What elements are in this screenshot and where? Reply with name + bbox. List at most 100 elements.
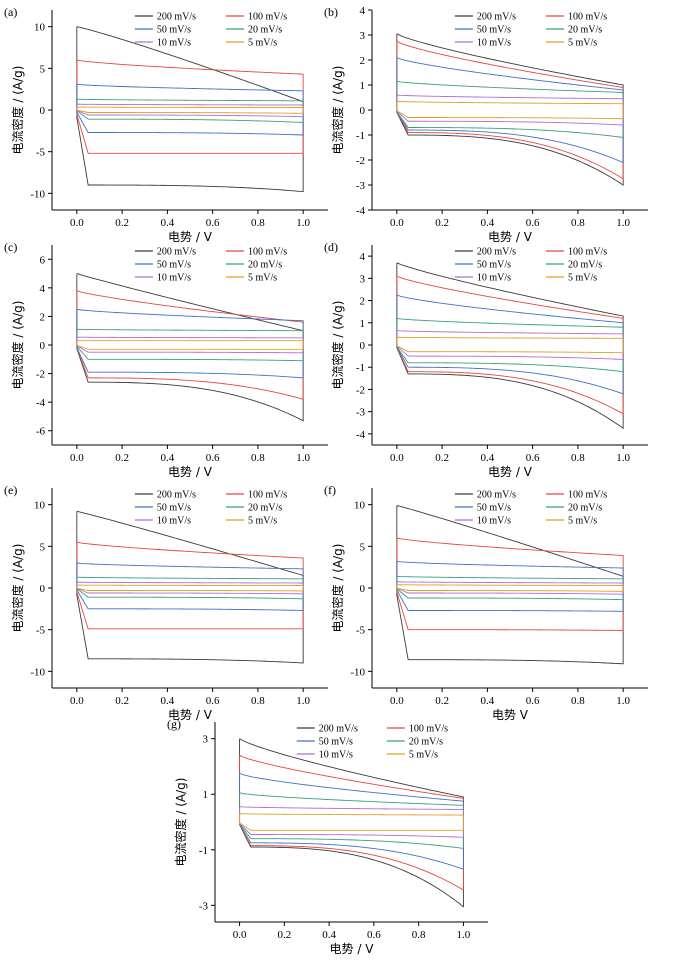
x-tick-label: 0.4 bbox=[160, 452, 174, 464]
y-tick-label: 6 bbox=[40, 254, 46, 266]
legend-label: 10 mV/s bbox=[319, 750, 353, 761]
y-tick-label: 4 bbox=[40, 283, 46, 295]
y-axis-title: 电流密度 / (A/g) bbox=[173, 778, 188, 867]
panel-label: (b) bbox=[324, 5, 338, 19]
legend-label: 50 mV/s bbox=[477, 503, 511, 514]
cv-curve-20-mV-s bbox=[396, 317, 624, 373]
y-axis-title: 电流密度 / (A/g) bbox=[330, 544, 345, 633]
legend-label: 200 mV/s bbox=[157, 247, 196, 258]
cv-curve-20-mV-s bbox=[239, 792, 464, 849]
x-tick-label: 0.4 bbox=[480, 695, 494, 707]
legend-label: 200 mV/s bbox=[319, 724, 358, 735]
x-tick-label: 0.8 bbox=[571, 217, 585, 229]
panel-label: (e) bbox=[4, 483, 17, 497]
cv-curve-5-mV-s bbox=[396, 336, 624, 354]
y-tick-label: 5 bbox=[40, 63, 46, 75]
legend-label: 100 mV/s bbox=[409, 724, 448, 735]
x-tick-label: 0.2 bbox=[435, 452, 449, 464]
y-tick-label: 1 bbox=[360, 80, 366, 92]
x-tick-label: 0.4 bbox=[160, 695, 174, 707]
cv-curve-50-mV-s bbox=[396, 57, 624, 164]
cv-curve-100-mV-s bbox=[396, 40, 624, 180]
legend-label: 20 mV/s bbox=[248, 260, 282, 271]
panel-a: (a) 0.0 0.2 0.4 0.6 0.8 1.0 10 5 0 -5 -10 电势 / V 电流密度… bbox=[4, 5, 328, 244]
cv-curve-200-mV-s bbox=[76, 273, 304, 422]
y-tick-label: -10 bbox=[30, 666, 45, 678]
y-tick-label: -10 bbox=[350, 666, 365, 678]
cv-curve-10-mV-s bbox=[76, 336, 304, 354]
legend-label: 5 mV/s bbox=[248, 516, 277, 527]
x-axis-title: 电势 / V bbox=[488, 465, 533, 479]
y-axis-title: 电流密度 / (A/g) bbox=[10, 66, 25, 155]
y-tick-label: -3 bbox=[356, 180, 366, 192]
legend-label: 10 mV/s bbox=[157, 273, 191, 284]
cv-curve-50-mV-s bbox=[396, 560, 624, 612]
cv-curve-5-mV-s bbox=[396, 584, 624, 592]
y-tick-label: 1 bbox=[203, 789, 209, 801]
x-tick-label: 0.8 bbox=[412, 929, 426, 941]
x-tick-label: 0.8 bbox=[251, 217, 265, 229]
y-tick-label: 0 bbox=[40, 583, 46, 595]
x-tick-label: 1.0 bbox=[616, 217, 630, 229]
y-tick-label: 2 bbox=[360, 296, 366, 308]
legend-label: 200 mV/s bbox=[477, 247, 516, 258]
y-tick-label: 3 bbox=[360, 30, 366, 42]
x-tick-label: 0.2 bbox=[115, 695, 129, 707]
cv-curve-20-mV-s bbox=[396, 80, 624, 139]
cv-curve-50-mV-s bbox=[239, 772, 464, 870]
y-tick-label: -4 bbox=[36, 397, 46, 409]
cv-curve-100-mV-s bbox=[76, 541, 304, 630]
cv-curve-10-mV-s bbox=[76, 103, 304, 118]
cv-curve-5-mV-s bbox=[76, 584, 304, 592]
x-tick-label: 1.0 bbox=[296, 695, 310, 707]
cv-curve-10-mV-s bbox=[396, 581, 624, 595]
legend-label: 5 mV/s bbox=[248, 273, 277, 284]
x-tick-label: 0.2 bbox=[115, 452, 129, 464]
cv-curve-200-mV-s bbox=[396, 262, 624, 430]
legend-label: 200 mV/s bbox=[477, 12, 516, 23]
y-tick-label: 4 bbox=[360, 251, 366, 263]
y-tick-label: 10 bbox=[354, 500, 366, 512]
legend-label: 50 mV/s bbox=[157, 260, 191, 271]
x-tick-label: 0.6 bbox=[526, 452, 540, 464]
y-tick-label: 5 bbox=[40, 541, 46, 553]
legend-label: 50 mV/s bbox=[477, 260, 511, 271]
legend-label: 50 mV/s bbox=[157, 503, 191, 514]
legend-label: 10 mV/s bbox=[477, 516, 511, 527]
cv-curve-5-mV-s bbox=[239, 813, 464, 831]
y-tick-label: 2 bbox=[40, 311, 46, 323]
y-tick-label: 4 bbox=[360, 5, 366, 17]
x-tick-label: 0.6 bbox=[206, 695, 220, 707]
x-tick-label: 0.2 bbox=[435, 217, 449, 229]
panel-label: (a) bbox=[4, 5, 17, 19]
legend-label: 5 mV/s bbox=[568, 38, 597, 49]
legend-label: 5 mV/s bbox=[568, 273, 597, 284]
legend-label: 10 mV/s bbox=[157, 38, 191, 49]
cv-curve-5-mV-s bbox=[76, 106, 304, 114]
cv-curve-50-mV-s bbox=[76, 308, 304, 379]
y-tick-label: -1 bbox=[356, 130, 365, 142]
y-axis-title: 电流密度 / (A/g) bbox=[330, 301, 345, 390]
cv-curve-100-mV-s bbox=[396, 537, 624, 631]
y-tick-label: 1 bbox=[360, 318, 366, 330]
legend-label: 100 mV/s bbox=[248, 12, 287, 23]
legend-label: 20 mV/s bbox=[248, 503, 282, 514]
y-tick-label: 3 bbox=[203, 734, 209, 746]
legend-label: 200 mV/s bbox=[477, 490, 516, 501]
legend-label: 5 mV/s bbox=[409, 750, 438, 761]
x-axis-title: 电势 / V bbox=[168, 230, 213, 244]
x-tick-label: 0.0 bbox=[390, 217, 404, 229]
cv-curve-50-mV-s bbox=[76, 562, 304, 611]
legend-label: 100 mV/s bbox=[568, 490, 607, 501]
y-tick-label: -1 bbox=[356, 362, 365, 374]
cv-curve-10-mV-s bbox=[396, 94, 624, 126]
y-tick-label: 10 bbox=[34, 500, 46, 512]
x-tick-label: 0.8 bbox=[251, 695, 265, 707]
x-axis-title: 电势 / V bbox=[168, 708, 213, 722]
y-tick-label: -4 bbox=[356, 429, 366, 441]
y-tick-label: -3 bbox=[199, 900, 209, 912]
cv-curve-5-mV-s bbox=[396, 100, 624, 120]
legend-label: 5 mV/s bbox=[248, 38, 277, 49]
x-tick-label: 1.0 bbox=[616, 452, 630, 464]
x-tick-label: 0.8 bbox=[571, 695, 585, 707]
